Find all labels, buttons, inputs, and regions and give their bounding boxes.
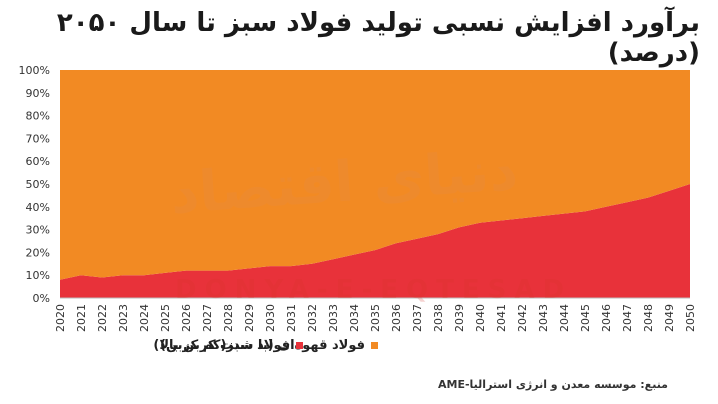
x-tick-label: 2035 [369,304,382,332]
x-tick-label: 2044 [558,304,571,332]
source-note: منبع: موسسه معدن و انرژی استرالیا-AME [438,378,668,391]
legend-green-swatch [296,342,304,349]
y-tick-label: 40% [26,201,50,214]
x-tick-label: 2026 [180,304,193,332]
brown-steel-area [60,70,690,280]
legend-green: فولاد سبز(کم کربن) [160,338,304,353]
x-tick-label: 2025 [159,304,172,332]
x-tick-label: 2033 [327,304,340,332]
x-tick-label: 2021 [75,304,88,332]
x-tick-label: 2039 [453,304,466,332]
x-tick-label: 2041 [495,304,508,332]
x-tick-label: 2045 [579,304,592,332]
x-tick-label: 2046 [600,304,613,332]
x-tick-label: 2040 [474,304,487,332]
x-tick-label: 2030 [264,304,277,332]
x-tick-label: 2050 [684,304,697,332]
x-tick-label: 2049 [663,304,676,332]
x-tick-label: 2038 [432,304,445,332]
x-tick-label: 2027 [201,304,214,332]
watermark-latin: DONYA-E-EQTESAD [175,275,573,305]
y-tick-label: 50% [26,178,50,191]
x-tick-label: 2042 [516,304,529,332]
legend-brown: فولاد قهوه‌ای (با شدت کربن بالا) [153,338,378,353]
x-tick-label: 2024 [138,304,151,332]
y-tick-label: 20% [26,246,50,259]
chart-title: برآورد افزایش نسبی تولید فولاد سبز تا سا… [56,8,700,68]
x-tick-label: 2029 [243,304,256,332]
x-tick-label: 2034 [348,304,361,332]
x-tick-label: 2037 [411,304,424,332]
x-tick-label: 2036 [390,304,403,332]
x-tick-label: 2031 [285,304,298,332]
legend-brown-swatch [371,342,378,349]
x-tick-label: 2043 [537,304,550,332]
y-tick-label: 60% [26,155,50,168]
green-steel-area [60,184,690,298]
x-tick-label: 2032 [306,304,319,332]
y-tick-label: 100% [19,64,50,77]
x-tick-label: 2048 [642,304,655,332]
y-tick-label: 70% [26,132,50,145]
y-tick-label: 30% [26,224,50,237]
y-tick-label: 10% [26,269,50,282]
y-tick-label: 0% [33,292,50,305]
y-tick-label: 90% [26,87,50,100]
legend-green-label: فولاد سبز(کم کربن) [160,338,291,353]
y-tick-label: 80% [26,110,50,123]
x-tick-label: 2022 [96,304,109,332]
x-tick-label: 2028 [222,304,235,332]
x-tick-label: 2047 [621,304,634,332]
x-tick-label: 2020 [54,304,67,332]
legend-brown-label: فولاد قهوه‌ای (با شدت کربن بالا) [153,338,365,353]
x-tick-label: 2023 [117,304,130,332]
